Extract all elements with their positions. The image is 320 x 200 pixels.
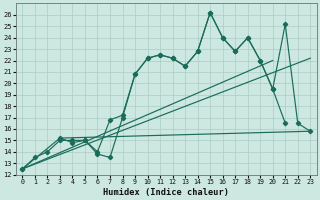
X-axis label: Humidex (Indice chaleur): Humidex (Indice chaleur) — [103, 188, 229, 197]
